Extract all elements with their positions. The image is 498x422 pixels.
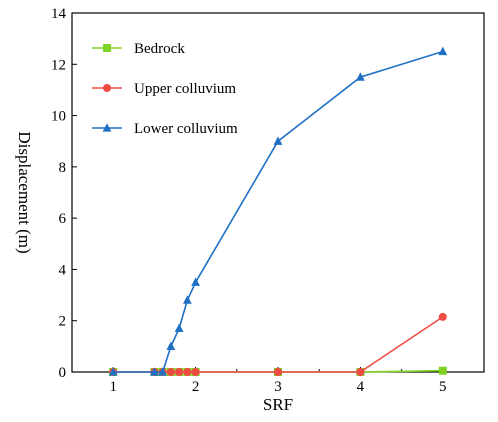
y-tick-label: 12	[51, 57, 66, 73]
series-upper-colluvium	[109, 312, 447, 376]
legend-swatch-marker	[103, 44, 111, 52]
x-tick-label: 2	[192, 379, 200, 395]
data-point-upper-colluvium	[183, 368, 192, 376]
series-lower-colluvium	[108, 46, 448, 376]
data-point-upper-colluvium	[356, 368, 365, 376]
data-point-lower-colluvium	[182, 295, 192, 304]
data-point-upper-colluvium	[175, 368, 184, 376]
data-point-lower-colluvium	[150, 367, 159, 376]
legend-item-lower-colluvium: Lower colluvium	[92, 121, 238, 137]
data-point-upper-colluvium	[191, 368, 200, 376]
y-tick-label: 10	[51, 109, 66, 125]
data-point-lower-colluvium	[174, 323, 184, 333]
legend: Bedrock Upper colluvium Lower colluvium	[92, 41, 238, 137]
legend-swatch-marker	[103, 84, 111, 92]
legend-label: Upper colluvium	[134, 81, 236, 97]
data-point-lower-colluvium	[158, 367, 168, 376]
y-tick-label: 14	[51, 6, 67, 22]
data-point-lower-colluvium	[356, 72, 365, 81]
data-point-bedrock	[438, 366, 447, 375]
legend-label: Lower colluvium	[134, 121, 238, 137]
data-point-lower-colluvium	[273, 136, 283, 145]
y-tick-label: 8	[59, 160, 67, 176]
y-axis-title: Displacement (m)	[15, 131, 34, 253]
x-tick-label: 3	[274, 379, 282, 395]
data-point-lower-colluvium	[108, 367, 118, 376]
y-tick-label: 2	[59, 314, 67, 330]
y-tick-label: 6	[59, 211, 67, 227]
series-line-upper-colluvium	[113, 316, 444, 373]
x-axis-title: SRF	[263, 395, 293, 414]
legend-item-bedrock: Bedrock	[92, 41, 185, 57]
legend-swatch-marker	[102, 123, 112, 132]
legend-label: Bedrock	[134, 41, 185, 57]
series-layer	[108, 46, 448, 376]
data-point-upper-colluvium	[166, 368, 175, 376]
x-tick-label: 1	[109, 379, 117, 395]
legend-item-upper-colluvium: Upper colluvium	[92, 81, 236, 97]
data-point-upper-colluvium	[274, 368, 282, 376]
data-point-lower-colluvium	[438, 46, 448, 56]
x-tick-label: 5	[439, 379, 447, 395]
data-point-lower-colluvium	[191, 277, 200, 286]
data-point-upper-colluvium	[438, 312, 447, 321]
plot-frame	[71, 12, 485, 373]
y-tick-label: 0	[59, 365, 67, 381]
x-tick-label: 4	[357, 379, 365, 395]
series-line-lower-colluvium	[113, 50, 444, 373]
data-point-lower-colluvium	[166, 341, 176, 350]
y-tick-label: 4	[59, 262, 67, 278]
